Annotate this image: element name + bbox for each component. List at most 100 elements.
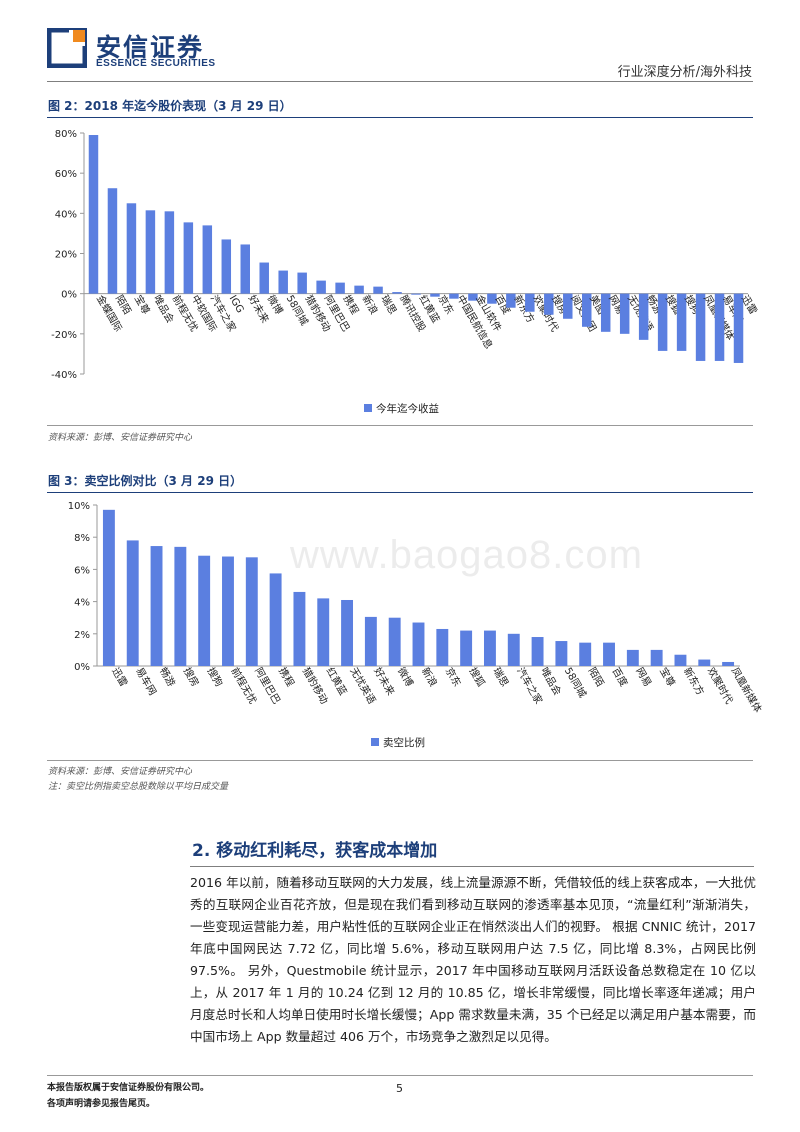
legend-swatch [364, 404, 372, 412]
company-name-en: ESSENCE SECURITIES [96, 58, 216, 69]
y-tick-label: 6% [74, 565, 90, 576]
bar [525, 293, 535, 312]
x-category-label: 唯品会 [538, 665, 564, 697]
copyright-notice: 本报告版权属于安信证券股份有限公司。 [47, 1083, 210, 1093]
section-paragraph: 2016 年以前，随着移动互联网的大力发展，线上流量源源不断，凭借较低的线上获客… [190, 875, 756, 1044]
section-title: 2. 移动红利耗尽，获客成本增加 [192, 841, 438, 861]
bar [430, 293, 440, 297]
bar [293, 591, 306, 666]
section-divider [190, 866, 754, 867]
legend-label: 今年迄今收益 [376, 402, 439, 415]
figure2-bottom-rule [47, 425, 753, 426]
bar [354, 285, 364, 294]
y-tick-label: 20% [55, 250, 77, 261]
disclaimer-notice: 各项声明请参见报告尾页。 [47, 1099, 156, 1109]
bar [317, 598, 330, 666]
x-category-label: 京东 [443, 665, 464, 689]
x-category-label: 宝尊 [132, 293, 153, 317]
bar [102, 509, 115, 666]
bar [650, 649, 663, 666]
bar [603, 642, 615, 666]
bar [245, 557, 258, 666]
y-tick-label: 4% [74, 598, 90, 609]
bar [335, 282, 345, 294]
bar [222, 556, 234, 666]
x-category-label: 红黄蓝 [324, 665, 350, 697]
bar [297, 272, 307, 294]
bar [507, 633, 520, 666]
bar [126, 203, 137, 294]
figure3-top-rule [47, 492, 753, 493]
bar [259, 262, 269, 294]
bar [411, 293, 421, 295]
figure2-top-rule [47, 117, 753, 118]
company-name-cn: 安信证券 [96, 33, 205, 62]
header-divider [47, 81, 753, 82]
y-tick-label: 60% [55, 169, 77, 180]
x-category-label: 瑞思 [490, 666, 510, 689]
bar [202, 225, 213, 294]
y-tick-label: 0% [74, 662, 90, 673]
x-category-label: 好未来 [371, 666, 396, 698]
bar [412, 622, 425, 666]
watermark: www.baogao8.com [290, 533, 643, 577]
bar [240, 244, 250, 294]
footer-divider [47, 1075, 753, 1076]
x-category-label: 搜狐 [467, 665, 488, 689]
bar [579, 642, 592, 666]
bar [392, 292, 402, 294]
x-category-label: 微博 [395, 665, 416, 689]
bar [316, 280, 326, 294]
y-tick-label: -20% [51, 330, 77, 341]
x-category-label: IGG [227, 294, 246, 315]
bar [722, 661, 735, 666]
bar [88, 135, 99, 294]
x-category-label: 凤凰新媒体 [728, 665, 764, 715]
figure3-source: 资料来源：彭博、安信证券研究中心 [48, 767, 193, 777]
y-tick-label: 2% [74, 630, 90, 641]
x-category-label: 易车网 [133, 665, 159, 697]
x-category-label: 新浪 [419, 665, 440, 689]
bar [449, 293, 459, 299]
bar [619, 293, 630, 334]
bar [150, 546, 163, 666]
y-tick-label: -40% [51, 370, 77, 381]
bar [695, 293, 706, 361]
bar [531, 637, 544, 666]
bar [278, 270, 288, 294]
x-category-label: 携程 [276, 665, 297, 689]
bar [373, 286, 383, 294]
x-category-label: 畅游 [157, 665, 178, 689]
bar [626, 649, 639, 666]
x-category-label: 58同城 [562, 666, 589, 700]
x-category-label: 微博 [265, 293, 286, 317]
x-category-label: 瑞思 [378, 293, 398, 316]
y-tick-label: 0% [61, 290, 77, 301]
bar [164, 211, 175, 294]
legend-swatch [371, 738, 379, 746]
bar [388, 617, 401, 666]
x-category-label: 搜房 [181, 665, 202, 689]
bar [468, 293, 478, 301]
x-category-label: 迅雷 [109, 666, 129, 689]
y-tick-label: 8% [74, 533, 90, 544]
bar [676, 293, 687, 351]
bar [107, 188, 118, 294]
bar [221, 239, 232, 294]
bar [506, 293, 516, 308]
bar [183, 222, 194, 294]
bar [600, 293, 611, 332]
figure3-bottom-rule [47, 760, 753, 761]
x-category-label: 新浪 [359, 293, 380, 317]
bar [638, 293, 649, 340]
x-category-label: 新东方 [681, 665, 707, 697]
bar [460, 630, 473, 666]
bar [733, 293, 744, 363]
bar [582, 293, 592, 327]
bar [483, 630, 496, 666]
bar [174, 546, 187, 666]
page-number: 5 [396, 1082, 403, 1095]
bar [145, 210, 156, 294]
bar [436, 628, 449, 666]
